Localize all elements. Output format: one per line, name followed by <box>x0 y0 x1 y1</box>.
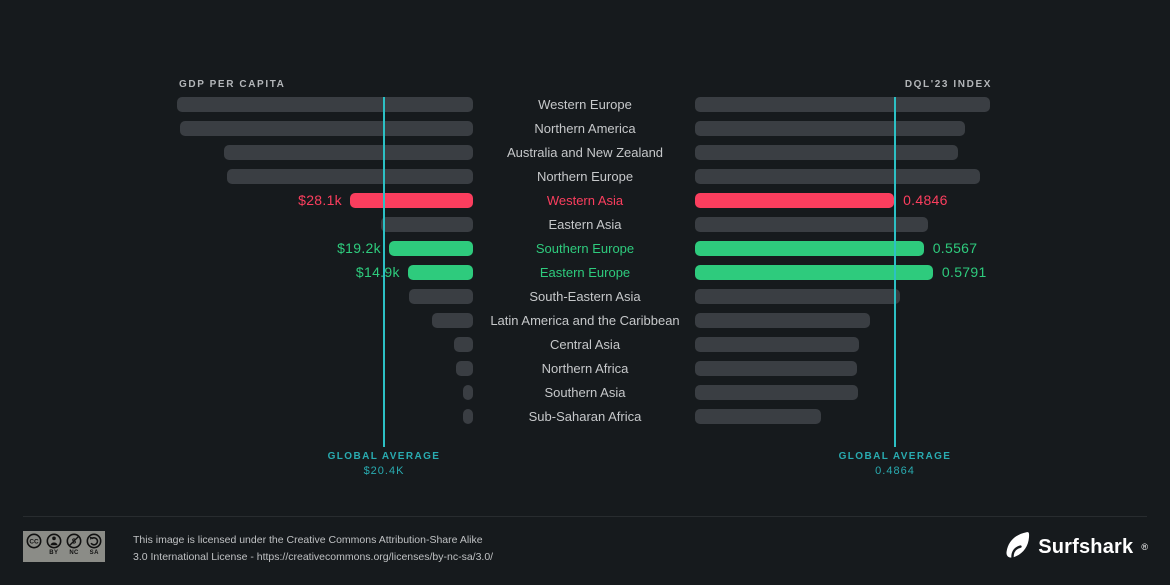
gdp-bar <box>177 97 473 112</box>
region-label: Latin America and the Caribbean <box>490 313 680 328</box>
dql-bar <box>695 361 857 376</box>
gdp-global-average-line <box>383 97 385 447</box>
license-text: This image is licensed under the Creativ… <box>133 532 493 566</box>
region-label: Northern Europe <box>536 169 634 184</box>
region-label: Eastern Asia <box>548 217 622 232</box>
gdp-global-average-label: GLOBAL AVERAGE $20.4K <box>294 451 474 477</box>
dql-bar <box>695 313 870 328</box>
surfshark-fin-icon <box>1005 531 1030 564</box>
creative-commons-badge: CC BY $ NC SA <box>23 531 105 562</box>
gdp-bar <box>380 217 473 232</box>
row-eastern-asia: Eastern Asia <box>0 213 1170 237</box>
license-line-1: This image is licensed under the Creativ… <box>133 534 483 546</box>
region-label: Sub-Saharan Africa <box>528 409 642 424</box>
dql-global-average-value: 0.4864 <box>875 465 915 477</box>
surfshark-wordmark: Surfshark <box>1038 535 1134 558</box>
license-line-2: 3.0 International License - https://crea… <box>133 551 494 563</box>
row-central-asia: Central Asia <box>0 333 1170 357</box>
row-latin-america-and-the-caribbean: Latin America and the Caribbean <box>0 309 1170 333</box>
row-eastern-europe: $14.9k Eastern Europe 0.5791 <box>0 261 1170 285</box>
dql-bar <box>695 409 822 424</box>
row-northern-america: Northern America <box>0 117 1170 141</box>
dql-bar <box>695 289 900 304</box>
gdp-axis-title: GDP PER CAPITA <box>179 79 286 90</box>
row-australia-and-new-zealand: Australia and New Zealand <box>0 141 1170 165</box>
cc-nc-icon: $ NC <box>65 533 84 556</box>
cc-by-icon: BY <box>44 533 63 556</box>
gdp-value-label: $14.9k <box>355 264 400 280</box>
gdp-bar <box>350 193 473 208</box>
region-label: Western Europe <box>538 97 632 112</box>
dql-bar <box>695 121 965 136</box>
region-label: South-Eastern Asia <box>529 289 641 304</box>
region-label: Western Asia <box>546 193 624 208</box>
registered-mark: ® <box>1141 542 1148 552</box>
dql-global-average-title: GLOBAL AVERAGE <box>838 451 952 462</box>
dql-axis-title: DQL'23 INDEX <box>904 79 992 90</box>
surfshark-logo: Surfshark ® <box>1005 531 1148 563</box>
dql-bar <box>695 337 859 352</box>
cc-by-label: BY <box>49 550 59 556</box>
dql-value-label: 0.4846 <box>903 192 948 208</box>
gdp-value-label: $28.1k <box>298 192 342 208</box>
row-south-eastern-asia: South-Eastern Asia <box>0 285 1170 309</box>
cc-sa-label: SA <box>89 550 99 556</box>
dql-bar <box>695 265 933 280</box>
gdp-bar <box>453 337 473 352</box>
cc-sa-icon: SA <box>85 533 104 556</box>
svg-text:CC: CC <box>29 538 39 545</box>
footer-divider <box>23 516 1147 517</box>
dql-value-label: 0.5791 <box>941 264 987 280</box>
row-northern-africa: Northern Africa <box>0 357 1170 381</box>
gdp-global-average-title: GLOBAL AVERAGE <box>327 451 441 462</box>
dql-bar <box>695 385 859 400</box>
dql-global-average-line <box>894 97 896 447</box>
dql-bar <box>695 97 990 112</box>
region-label: Eastern Europe <box>539 265 631 280</box>
gdp-bar <box>455 361 473 376</box>
row-southern-europe: $19.2k Southern Europe 0.5567 <box>0 237 1170 261</box>
region-label: Northern Africa <box>541 361 629 376</box>
region-label: Southern Europe <box>535 241 635 256</box>
dql-bar <box>695 217 928 232</box>
gdp-bar <box>226 169 473 184</box>
gdp-bar <box>431 313 473 328</box>
gdp-bar <box>223 145 473 160</box>
dql-bar <box>695 193 895 208</box>
cc-icon: CC <box>24 533 43 556</box>
dql-bar <box>695 145 958 160</box>
region-label: Australia and New Zealand <box>506 145 664 160</box>
dql-bar <box>695 241 924 256</box>
cc-nc-label: NC <box>69 550 79 556</box>
row-western-asia: $28.1k Western Asia 0.4846 <box>0 189 1170 213</box>
row-southern-asia: Southern Asia <box>0 381 1170 405</box>
region-label: Southern Asia <box>544 385 626 400</box>
row-sub-saharan-africa: Sub-Saharan Africa <box>0 405 1170 429</box>
dql-global-average-label: GLOBAL AVERAGE 0.4864 <box>805 451 985 477</box>
gdp-bar <box>462 385 473 400</box>
row-western-europe: Western Europe <box>0 93 1170 117</box>
gdp-bar <box>463 409 473 424</box>
gdp-global-average-value: $20.4K <box>363 465 405 477</box>
gdp-bar <box>388 241 473 256</box>
gdp-bar <box>409 289 473 304</box>
dql-bar <box>695 169 981 184</box>
region-label: Northern America <box>534 121 636 136</box>
gdp-bar <box>407 265 473 280</box>
row-northern-europe: Northern Europe <box>0 165 1170 189</box>
region-label: Central Asia <box>549 337 621 352</box>
dql-value-label: 0.5567 <box>932 240 978 256</box>
gdp-value-label: $19.2k <box>337 240 381 256</box>
gdp-bar <box>180 121 473 136</box>
